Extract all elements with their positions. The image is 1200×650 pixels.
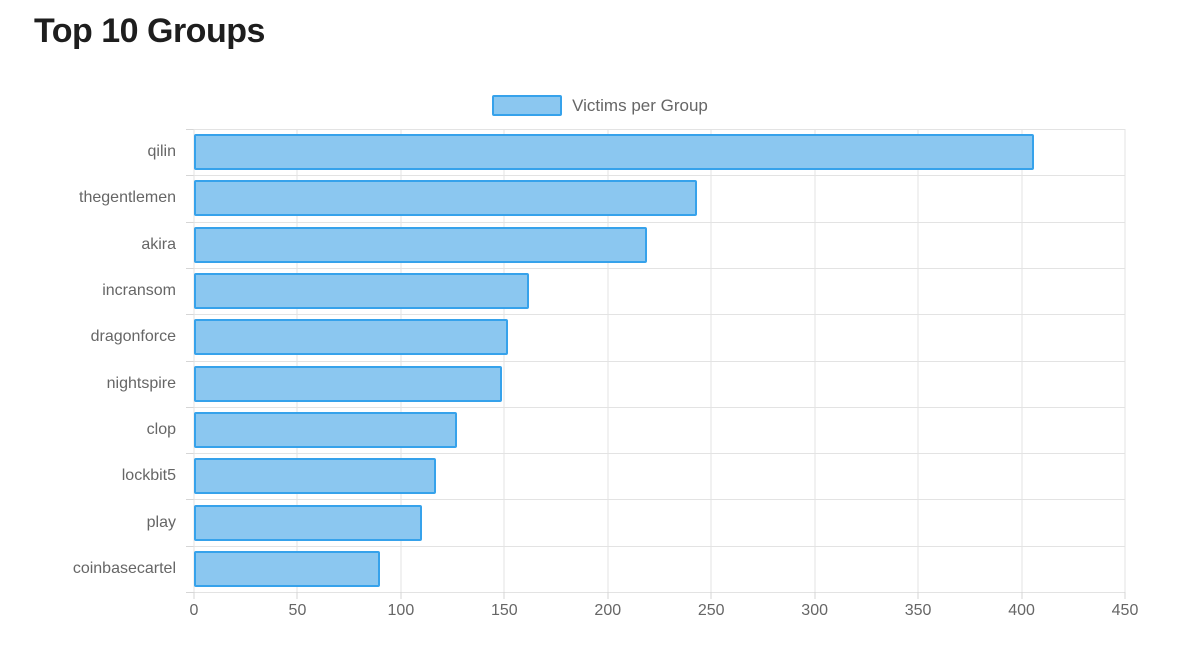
x-axis-label-200: 200 <box>594 602 622 619</box>
x-axis-tick <box>400 592 402 599</box>
y-axis-label-incransom: incransom <box>102 282 176 300</box>
bar-incransom[interactable] <box>194 273 530 310</box>
x-axis-tick <box>814 592 816 599</box>
x-axis-label-150: 150 <box>490 602 518 619</box>
legend-label: Victims per Group <box>572 95 708 115</box>
x-axis-tick <box>607 592 609 599</box>
gridline-horizontal <box>194 175 1125 177</box>
gridline-horizontal <box>194 221 1125 223</box>
bar-akira[interactable] <box>194 226 648 263</box>
y-axis-label-coinbasecartel: coinbasecartel <box>72 559 176 577</box>
y-axis-tick <box>186 175 194 177</box>
x-axis-ticks <box>193 592 1126 599</box>
y-axis-labels: qilin thegentlemen akira incransom dragonfor… <box>0 129 185 592</box>
bar-qilin[interactable] <box>194 134 1034 171</box>
page-title: Top 10 Groups <box>34 12 265 50</box>
x-axis-label-100: 100 <box>387 602 415 619</box>
plot-area <box>193 129 1126 593</box>
x-axis-tick <box>917 592 919 599</box>
x-axis-label-300: 300 <box>801 602 829 619</box>
gridline-horizontal <box>194 499 1125 501</box>
y-axis-tick <box>186 267 194 269</box>
y-axis-label-play: play <box>146 513 176 531</box>
y-axis-tick <box>186 545 194 547</box>
y-axis-tick <box>186 360 194 362</box>
x-axis-label-450: 450 <box>1111 602 1139 619</box>
y-axis-label-dragonforce: dragonforce <box>90 328 176 346</box>
y-axis-tick <box>186 406 194 408</box>
y-axis-tick <box>186 221 194 223</box>
y-axis-label-akira: akira <box>141 235 176 253</box>
x-axis-tick <box>1124 592 1126 599</box>
legend[interactable]: Victims per Group <box>0 95 1200 116</box>
y-axis-label-nightspire: nightspire <box>106 374 176 392</box>
bar-dragonforce[interactable] <box>194 319 509 356</box>
y-axis-tick <box>186 129 194 130</box>
gridline-horizontal <box>194 406 1125 408</box>
legend-swatch <box>492 95 563 116</box>
gridline-horizontal <box>194 267 1125 269</box>
y-axis-label-lockbit5: lockbit5 <box>121 467 176 485</box>
x-axis-label-0: 0 <box>189 602 199 619</box>
y-axis-label-clop: clop <box>146 420 176 438</box>
y-axis-tick <box>186 592 194 593</box>
x-axis-labels: 0 50 100 150 200 250 300 350 400 450 <box>190 602 1139 624</box>
x-axis-label-400: 400 <box>1008 602 1035 619</box>
x-axis-tick <box>1021 592 1023 599</box>
y-axis-label-qilin: qilin <box>147 143 176 161</box>
gridline-horizontal <box>194 453 1125 455</box>
x-axis-tick <box>193 592 195 599</box>
gridline-vertical <box>1124 129 1126 592</box>
y-axis-tick <box>186 499 194 501</box>
gridline-horizontal <box>194 545 1125 547</box>
x-axis-label-250: 250 <box>697 602 725 619</box>
x-axis-tick <box>296 592 298 599</box>
bar-play[interactable] <box>194 504 422 541</box>
gridline-horizontal <box>194 314 1125 316</box>
bar-clop[interactable] <box>194 411 457 448</box>
bar-nightspire[interactable] <box>194 365 503 402</box>
gridline-horizontal <box>194 592 1125 593</box>
x-axis-tick <box>710 592 712 599</box>
y-axis-ticks <box>186 129 194 593</box>
y-axis-tick <box>186 314 194 316</box>
x-axis-label-350: 350 <box>904 602 932 619</box>
bar-lockbit5[interactable] <box>194 458 437 495</box>
x-axis-label-50: 50 <box>288 602 307 619</box>
y-axis-tick <box>186 453 194 455</box>
gridline-horizontal <box>194 129 1125 130</box>
bar-coinbasecartel[interactable] <box>194 550 381 587</box>
x-axis-tick <box>503 592 505 599</box>
y-axis-label-thegentlemen: thegentlemen <box>79 189 176 207</box>
gridline-horizontal <box>194 360 1125 362</box>
bar-thegentlemen[interactable] <box>194 180 697 217</box>
